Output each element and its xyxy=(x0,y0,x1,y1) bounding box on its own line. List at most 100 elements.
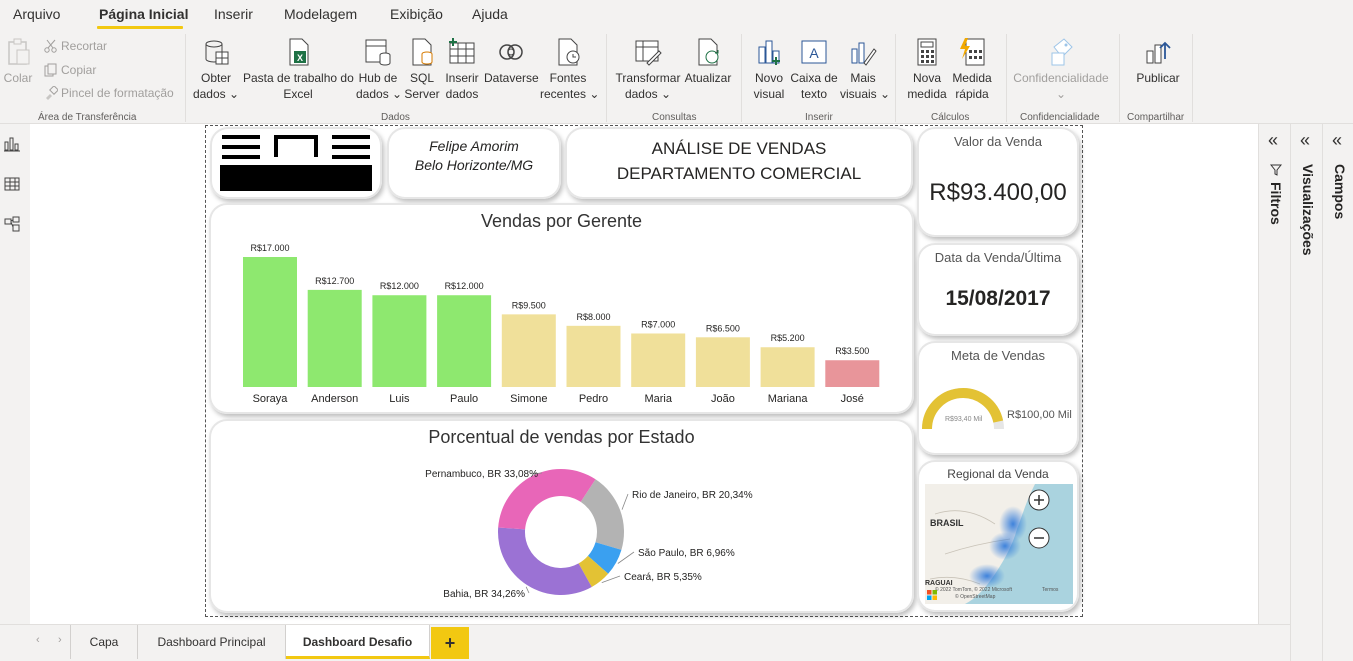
menu-ajuda[interactable]: Ajuda xyxy=(472,6,508,22)
collapse-chevron-icon[interactable]: « xyxy=(1268,130,1279,150)
kpi-sales-card[interactable]: Valor da Venda R$93.400,00 xyxy=(917,127,1079,237)
map-card[interactable]: Regional da Venda BRASIL RAGUAI © 2022 T… xyxy=(917,460,1079,612)
view-switcher xyxy=(0,124,30,624)
x-tick-label: Soraya xyxy=(253,393,289,405)
sql-label-1: SQL xyxy=(409,71,434,85)
menu-pagina-inicial[interactable]: Página Inicial xyxy=(99,6,189,22)
sensitivity-group-label: Confidencialidade xyxy=(1020,112,1100,123)
donut-leader-line xyxy=(525,586,530,594)
menu-exibicao[interactable]: Exibição xyxy=(390,6,443,22)
bar-chart-card[interactable]: Vendas por Gerente R$17.000 Soraya R$12.70… xyxy=(209,203,914,414)
enter-data-button[interactable]: Inserir dados xyxy=(444,37,480,102)
format-painter-button[interactable]: Pincel de formatação xyxy=(44,85,174,100)
new-measure-label-1: Nova xyxy=(912,71,941,85)
menu-modelagem[interactable]: Modelagem xyxy=(284,6,358,22)
copy-button[interactable]: Copiar xyxy=(44,63,96,77)
svg-text:A: A xyxy=(809,45,819,61)
donut-leader-line xyxy=(617,551,635,564)
paste-label: Colar xyxy=(3,71,33,85)
cut-button[interactable]: Recortar xyxy=(44,39,107,53)
recent-sources-button[interactable]: Fontes recentes ⌄ xyxy=(540,37,599,102)
bar-luis[interactable] xyxy=(372,295,427,387)
add-page-button[interactable]: + xyxy=(431,627,469,659)
ribbon-separator xyxy=(1119,34,1120,122)
publish-button[interactable]: Publicar xyxy=(1130,37,1186,86)
title-card[interactable]: ANÁLISE DE VENDAS DEPARTAMENTO COMERCIAL xyxy=(565,127,913,199)
bar-anderson[interactable] xyxy=(307,289,362,387)
visualizations-pane[interactable]: « Visualizações xyxy=(1290,124,1322,661)
paste-button[interactable]: Colar xyxy=(3,37,33,86)
x-tick-label: Pedro xyxy=(579,393,608,405)
database-icon xyxy=(205,40,229,65)
excel-button[interactable]: X Pasta de trabalho do Excel xyxy=(243,37,354,102)
bar-josé[interactable] xyxy=(825,360,880,387)
report-title-line1: ANÁLISE DE VENDAS xyxy=(651,139,827,158)
map-title: Regional da Venda xyxy=(947,467,1049,481)
textbox-button[interactable]: A Caixa de texto xyxy=(790,37,838,102)
collapse-chevron-icon[interactable]: « xyxy=(1332,130,1343,150)
author-card[interactable]: Felipe Amorim Belo Horizonte/MG xyxy=(387,127,561,199)
tab-scroll-right-icon[interactable]: › xyxy=(58,634,62,646)
map-view[interactable]: BRASIL RAGUAI © 2022 TomTom, © 2022 Micr… xyxy=(925,484,1073,604)
scissors-icon xyxy=(44,39,57,53)
bar-pedro[interactable] xyxy=(566,325,621,387)
quick-measure-button[interactable]: Medida rápida xyxy=(950,37,994,102)
bar-joão[interactable] xyxy=(695,337,750,387)
tab-capa[interactable]: Capa xyxy=(70,625,138,659)
donut-slice[interactable] xyxy=(587,542,622,574)
map-terms-link[interactable]: Termos xyxy=(1042,587,1059,593)
donut-slice[interactable] xyxy=(498,527,592,595)
sensitivity-button[interactable]: Confidencialidade ⌄ xyxy=(1012,37,1110,102)
bar-mariana[interactable] xyxy=(760,347,815,387)
refresh-label: Atualizar xyxy=(684,71,732,85)
chevron-down-icon: ⌄ xyxy=(1055,87,1067,101)
more-visuals-button[interactable]: Mais visuais ⌄ xyxy=(840,37,890,102)
tab-scroll-left-icon[interactable]: ‹ xyxy=(36,634,40,646)
sql-icon xyxy=(412,38,433,66)
dataverse-button[interactable]: Dataverse xyxy=(484,37,539,86)
collapse-chevron-icon[interactable]: « xyxy=(1300,130,1311,150)
quick-measure-label-1: Medida xyxy=(952,71,992,85)
copy-label: Copiar xyxy=(61,63,97,77)
report-view-icon[interactable] xyxy=(4,136,20,152)
gauge-card[interactable]: Meta de Vendas R$93,40 Mil R$100,00 Mil xyxy=(917,341,1079,455)
textbox-label-1: Caixa de xyxy=(790,71,838,85)
get-data-label-2: dados xyxy=(192,87,226,101)
data-hub-button[interactable]: Hub de dados ⌄ xyxy=(356,37,402,102)
donut-slice[interactable] xyxy=(578,555,609,587)
fields-pane[interactable]: « Campos xyxy=(1322,124,1353,661)
data-hub-icon xyxy=(365,39,391,66)
kpi-date-card[interactable]: Data da Venda/Última 15/08/2017 xyxy=(917,243,1079,336)
donut-slice[interactable] xyxy=(580,479,624,550)
bar-maria[interactable] xyxy=(631,333,686,387)
new-measure-button[interactable]: Nova medida xyxy=(905,37,949,102)
data-view-icon[interactable] xyxy=(4,176,20,192)
donut-slice[interactable] xyxy=(498,469,596,530)
donut-chart-card[interactable]: Porcentual de vendas por Estado Rio de J… xyxy=(209,419,914,613)
brush-icon xyxy=(46,85,59,100)
sql-server-button[interactable]: SQL Server xyxy=(404,37,440,102)
gauge-fill[interactable] xyxy=(922,388,1004,430)
zoom-in-icon[interactable] xyxy=(1028,489,1050,511)
dataverse-label: Dataverse xyxy=(484,71,539,85)
logo-card[interactable] xyxy=(210,127,382,199)
page-tabs-bar: ‹ › Capa Dashboard Principal Dashboard D… xyxy=(0,624,1290,661)
bar-paulo[interactable] xyxy=(437,295,492,387)
model-view-icon[interactable] xyxy=(4,216,20,232)
new-visual-button[interactable]: Novo visual xyxy=(750,37,788,102)
calc-group-label: Cálculos xyxy=(931,112,970,123)
insert-group-label: Inserir xyxy=(805,112,833,123)
filters-pane[interactable]: « Filtros xyxy=(1258,124,1290,661)
tab-dashboard-principal[interactable]: Dashboard Principal xyxy=(138,625,286,659)
zoom-out-icon[interactable] xyxy=(1028,527,1050,549)
tab-dashboard-desafio[interactable]: Dashboard Desafio xyxy=(286,625,430,659)
menu-arquivo[interactable]: Arquivo xyxy=(13,6,61,22)
x-tick-label: Luis xyxy=(389,393,410,405)
refresh-button[interactable]: Atualizar xyxy=(683,37,733,86)
quick-measure-icon xyxy=(960,38,985,66)
get-data-button[interactable]: Obter dados ⌄ xyxy=(192,37,240,102)
transform-data-button[interactable]: Transformar dados ⌄ xyxy=(615,37,681,102)
bar-soraya[interactable] xyxy=(243,257,297,387)
menu-inserir[interactable]: Inserir xyxy=(214,6,253,22)
bar-simone[interactable] xyxy=(501,314,556,387)
